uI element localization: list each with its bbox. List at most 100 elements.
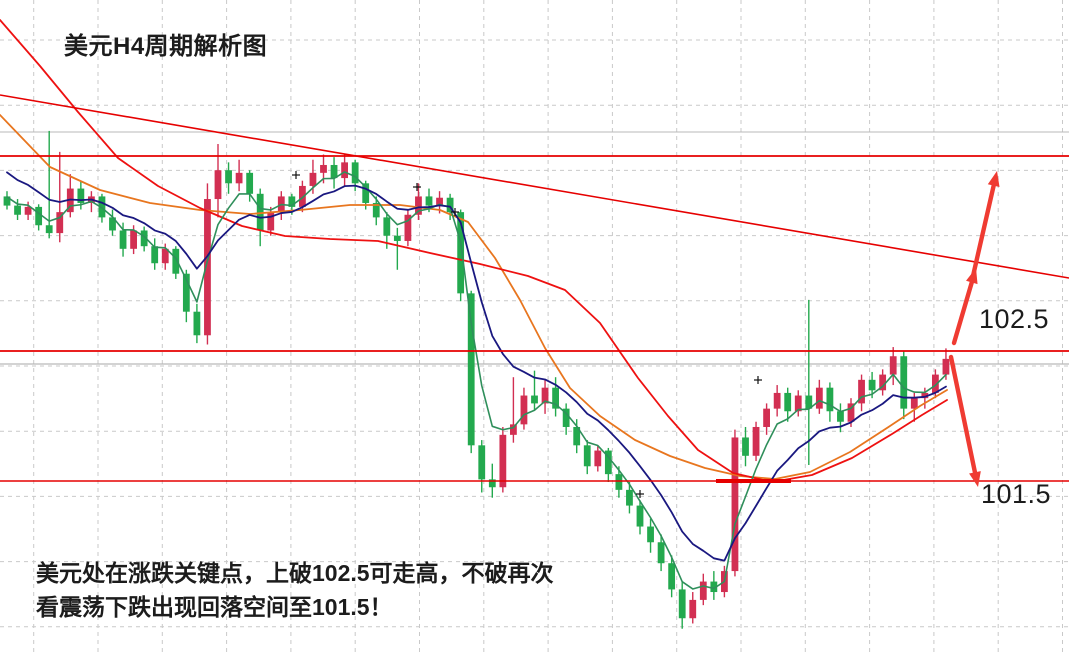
candle-bearish (488, 479, 496, 488)
candle-bearish (288, 196, 296, 207)
candle-bullish (214, 170, 222, 200)
candle-bearish (457, 212, 465, 294)
price-label-102-5: 102.5 (979, 304, 1050, 334)
candle-bullish (689, 599, 697, 619)
candle-bullish (520, 395, 528, 425)
candle-bullish (594, 450, 602, 467)
candle-bullish (921, 392, 929, 399)
candle-bullish (56, 212, 64, 234)
candle-bearish (573, 426, 581, 446)
candle-bullish (541, 387, 549, 404)
analysis-note: 美元处在涨跌关键点，上破102.5可走高，不破再次 看震荡下跌出现回落空间至10… (36, 556, 554, 624)
candle-bearish (647, 526, 654, 543)
candle-bearish (868, 379, 876, 391)
candle-bullish (910, 398, 918, 409)
candle-bullish (267, 212, 275, 231)
candle-bearish (784, 392, 792, 412)
candle-bullish (299, 185, 306, 207)
candle-bullish (815, 387, 823, 409)
candle-bearish (330, 164, 338, 179)
candle-bearish (45, 225, 53, 234)
candle-bullish (879, 374, 887, 391)
ma-slowest-line (0, 19, 948, 483)
candle-bearish (172, 248, 180, 274)
candle-bullish (699, 581, 707, 600)
candle-bearish (826, 387, 834, 412)
candle-bearish (636, 505, 644, 527)
candle-bullish (24, 206, 32, 215)
candle-bearish (742, 437, 749, 456)
candle-bullish (499, 434, 507, 488)
candle-bullish (404, 214, 412, 241)
candle-bearish (710, 581, 718, 593)
cross-marker (451, 208, 459, 216)
candle-bearish (193, 311, 201, 336)
candle-bearish (552, 387, 559, 409)
candle-bullish (932, 374, 939, 393)
candle-bullish (510, 424, 517, 435)
cross-marker (292, 171, 300, 179)
price-label-101-5: 101.5 (981, 479, 1052, 509)
candle-bearish (372, 202, 380, 218)
candle-bearish (478, 445, 486, 480)
cross-marker (754, 376, 762, 384)
candle-bearish (626, 489, 633, 506)
up-arrow-1-shaft (951, 277, 975, 346)
candle-bearish (225, 170, 232, 184)
candle-bearish (14, 205, 21, 215)
analysis-note-line2: 看震荡下跌出现回落空间至101.5！ (36, 594, 393, 620)
candle-bullish (752, 426, 760, 456)
candle-bullish (130, 230, 137, 249)
candle-bearish (151, 246, 159, 264)
ma-fast-line (6, 171, 947, 590)
analysis-note-line1: 美元处在涨跌关键点，上破102.5可走高，不破再次 (36, 560, 554, 586)
down-arrow-head (969, 471, 981, 487)
candle-bearish (119, 230, 127, 249)
candle-bearish (668, 563, 676, 590)
candle-bearish (351, 162, 359, 184)
candle-bullish (847, 403, 855, 422)
candle-bullish (204, 199, 211, 336)
candle-bullish (309, 172, 317, 186)
candle-bullish (731, 437, 739, 572)
candle-bearish (77, 188, 85, 203)
candle-bearish (383, 217, 391, 236)
candle-bullish (235, 172, 243, 184)
candle-bearish (246, 172, 254, 194)
candle-bullish (794, 395, 802, 412)
candle-bullish (436, 197, 443, 206)
candle-bullish (415, 196, 422, 215)
candle-bullish (763, 408, 770, 427)
cross-marker (636, 490, 644, 498)
candle-bearish (362, 183, 370, 203)
candle-bearish (3, 196, 11, 206)
candle-bearish (531, 395, 538, 404)
candle-bearish (467, 293, 475, 446)
candle-bullish (320, 164, 327, 173)
candle-bearish (805, 395, 813, 409)
candle-bearish (615, 474, 623, 490)
candle-bearish (678, 589, 686, 619)
candle-bearish (393, 235, 401, 241)
down-arrow-shaft (948, 354, 978, 478)
candle-bullish (773, 392, 781, 409)
candle-bullish (341, 162, 348, 179)
descending-trendline (0, 94, 1069, 279)
candle-bearish (109, 217, 116, 231)
candle-bullish (889, 356, 897, 375)
candle-bearish (657, 542, 665, 564)
candle-bearish (446, 197, 454, 213)
cross-marker (413, 183, 421, 191)
candle-bearish (604, 450, 612, 475)
candle-bearish (900, 356, 908, 409)
candle-bullish (942, 358, 950, 375)
candle-bullish (858, 379, 865, 404)
candle-bearish (35, 206, 43, 226)
candle-bearish (562, 408, 570, 427)
candle-bearish (837, 411, 844, 422)
chart-title: 美元H4周期解析图 (64, 33, 268, 60)
up-arrow-2-shaft (970, 180, 997, 279)
candle-bearish (583, 445, 591, 467)
